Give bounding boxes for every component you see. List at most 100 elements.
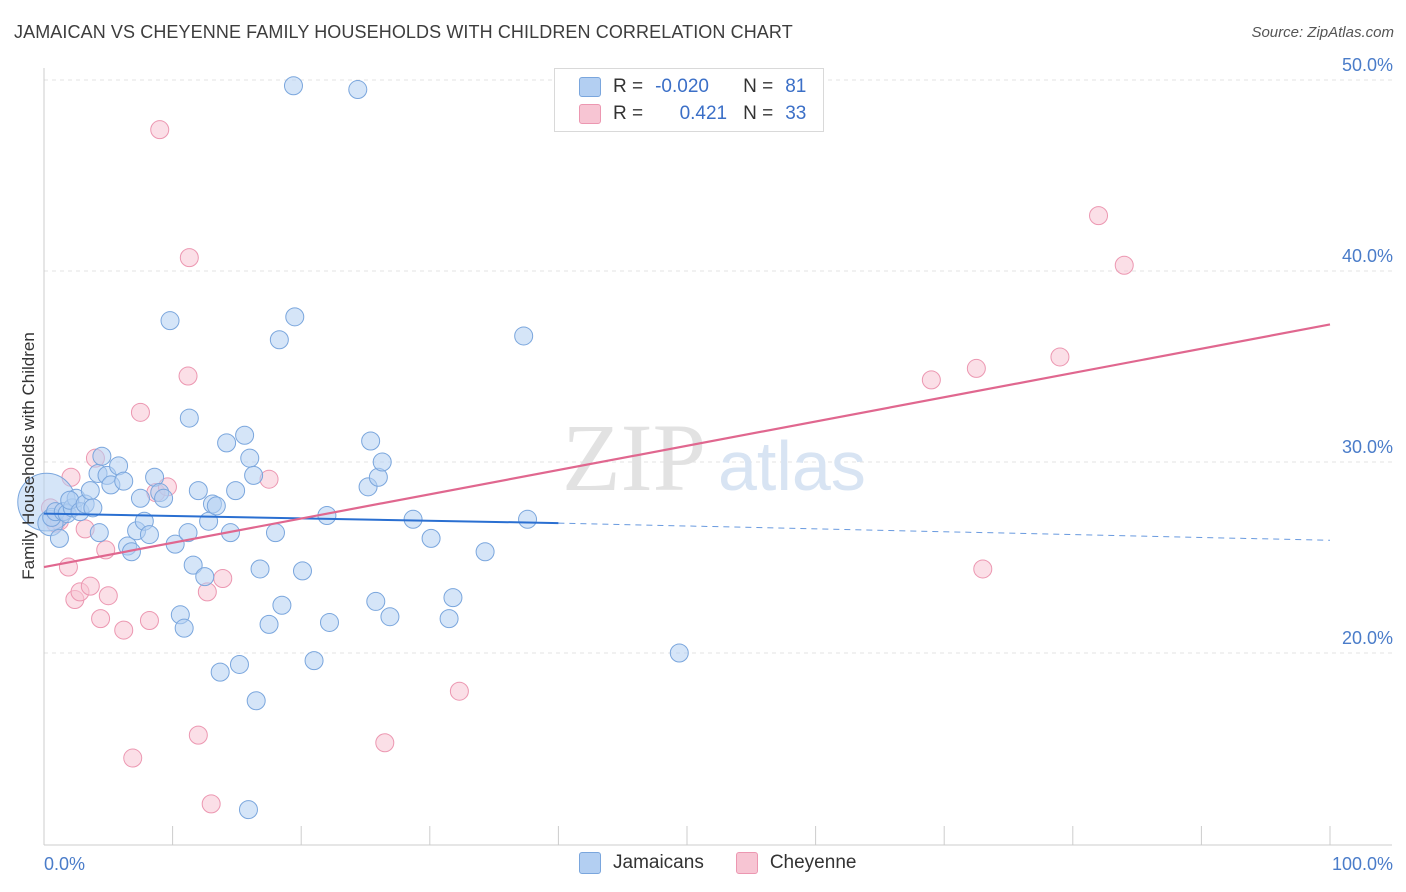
data-point-jamaicans xyxy=(348,80,368,100)
trend-line-jamaicans-extension xyxy=(558,522,1331,541)
legend-n-label: N = xyxy=(743,76,774,97)
data-point-cheyenne xyxy=(139,611,159,631)
data-point-jamaicans xyxy=(403,509,423,529)
legend-row-jamaicans: R = -0.020 N = 81 xyxy=(579,75,806,99)
data-point-jamaicans xyxy=(250,559,270,579)
data-point-jamaicans xyxy=(292,561,312,581)
data-point-cheyenne xyxy=(966,358,986,378)
legend-swatch-cheyenne xyxy=(735,852,758,874)
data-point-cheyenne xyxy=(449,681,469,701)
data-point-cheyenne xyxy=(98,586,118,606)
chart-title: JAMAICAN VS CHEYENNE FAMILY HOUSEHOLDS W… xyxy=(14,22,793,42)
data-point-jamaicans xyxy=(366,591,386,611)
legend-r-label: R = xyxy=(613,103,644,124)
data-point-jamaicans xyxy=(518,509,538,529)
data-point-cheyenne xyxy=(130,402,150,422)
data-point-cheyenne xyxy=(150,120,170,140)
data-point-jamaicans xyxy=(669,643,689,663)
correlation-legend: R = -0.020 N = 81 R = 0.421 N = 33 xyxy=(554,68,824,132)
legend-n-value: 33 xyxy=(785,103,807,124)
data-point-jamaicans xyxy=(361,431,381,451)
data-point-jamaicans xyxy=(514,326,534,346)
data-point-cheyenne xyxy=(201,794,221,814)
legend-label-cheyenne: Cheyenne xyxy=(769,852,857,873)
data-point-jamaicans xyxy=(49,528,69,548)
data-point-jamaicans xyxy=(235,425,255,445)
data-point-jamaicans xyxy=(244,465,264,485)
data-point-jamaicans xyxy=(178,523,198,543)
trend-line-cheyenne xyxy=(43,323,1331,569)
data-point-cheyenne xyxy=(91,609,111,629)
series-cheyenne-points xyxy=(40,120,1134,814)
series-legend: Jamaicans Cheyenne xyxy=(579,852,888,874)
legend-item-jamaicans[interactable]: Jamaicans xyxy=(579,852,704,874)
data-point-cheyenne xyxy=(973,559,993,579)
data-point-jamaicans xyxy=(283,76,303,96)
legend-item-cheyenne[interactable]: Cheyenne xyxy=(735,852,857,874)
y-tick-label: 30.0% xyxy=(1342,437,1393,457)
x-tick-label: 0.0% xyxy=(44,854,85,874)
axes xyxy=(43,68,1392,846)
data-point-jamaicans xyxy=(372,452,392,472)
data-point-jamaicans xyxy=(380,607,400,627)
data-point-jamaicans xyxy=(439,609,459,629)
source-credit: Source: ZipAtlas.com xyxy=(1251,24,1394,41)
data-point-jamaicans xyxy=(89,523,109,543)
data-point-jamaicans xyxy=(272,595,292,615)
data-point-jamaicans xyxy=(238,800,258,820)
legend-r-label: R = xyxy=(613,76,644,97)
legend-n-label: N = xyxy=(743,103,774,124)
data-point-jamaicans xyxy=(174,618,194,638)
y-tick-label: 40.0% xyxy=(1342,246,1393,266)
data-point-jamaicans xyxy=(114,471,134,491)
data-point-jamaicans xyxy=(475,542,495,562)
watermark-atlas: atlas xyxy=(718,427,866,505)
data-point-jamaicans xyxy=(195,567,215,587)
tick-labels: 20.0% 30.0% 40.0% 50.0% 0.0% 100.0% xyxy=(44,55,1393,874)
data-point-cheyenne xyxy=(1114,255,1134,275)
data-point-jamaicans xyxy=(154,488,174,508)
legend-label-jamaicans: Jamaicans xyxy=(613,852,704,873)
data-point-jamaicans xyxy=(92,446,112,466)
data-point-cheyenne xyxy=(123,748,143,768)
y-tick-label: 50.0% xyxy=(1342,55,1393,75)
data-point-jamaicans xyxy=(226,481,246,501)
legend-swatch-blue xyxy=(579,77,601,97)
data-point-cheyenne xyxy=(1089,206,1109,226)
legend-row-cheyenne: R = 0.421 N = 33 xyxy=(579,102,806,126)
data-point-jamaicans xyxy=(240,448,260,468)
data-point-jamaicans xyxy=(285,307,305,327)
data-point-jamaicans xyxy=(139,525,159,545)
data-point-jamaicans xyxy=(265,523,285,543)
data-point-jamaicans xyxy=(259,614,279,634)
data-point-cheyenne xyxy=(375,733,395,753)
data-point-jamaicans xyxy=(443,588,463,608)
y-axis-title: Family Households with Children xyxy=(19,332,38,580)
data-point-cheyenne xyxy=(921,370,941,390)
data-point-jamaicans xyxy=(188,481,208,501)
gridlines xyxy=(44,79,1392,654)
legend-r-value: 0.421 xyxy=(679,103,728,124)
data-point-cheyenne xyxy=(80,576,100,596)
data-point-cheyenne xyxy=(178,366,198,386)
watermark-zip: ZIP xyxy=(562,404,706,511)
trend-lines xyxy=(43,323,1331,569)
data-point-jamaicans xyxy=(183,555,203,575)
data-point-jamaicans xyxy=(160,311,180,331)
data-point-jamaicans xyxy=(130,488,150,508)
data-point-jamaicans xyxy=(217,433,237,453)
y-tick-label: 20.0% xyxy=(1342,628,1393,648)
data-point-cheyenne xyxy=(1050,347,1070,367)
legend-swatch-jamaicans xyxy=(579,852,601,874)
legend-n-value: 81 xyxy=(785,76,807,97)
legend-r-value: -0.020 xyxy=(655,76,709,97)
data-point-jamaicans xyxy=(83,498,103,518)
data-point-jamaicans xyxy=(229,654,249,674)
data-point-jamaicans xyxy=(319,612,339,632)
data-point-cheyenne xyxy=(188,725,208,745)
data-point-jamaicans xyxy=(246,691,266,711)
data-point-cheyenne xyxy=(213,569,233,589)
data-point-jamaicans xyxy=(269,330,289,350)
data-point-cheyenne xyxy=(179,248,199,268)
